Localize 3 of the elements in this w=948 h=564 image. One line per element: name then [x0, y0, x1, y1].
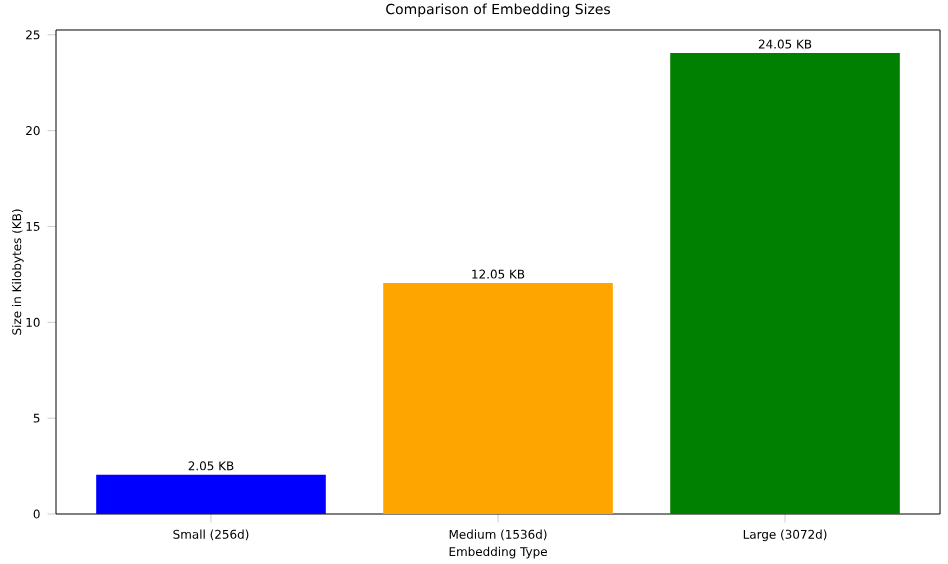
bar	[96, 474, 326, 514]
bar	[383, 283, 613, 514]
bar	[670, 53, 900, 514]
